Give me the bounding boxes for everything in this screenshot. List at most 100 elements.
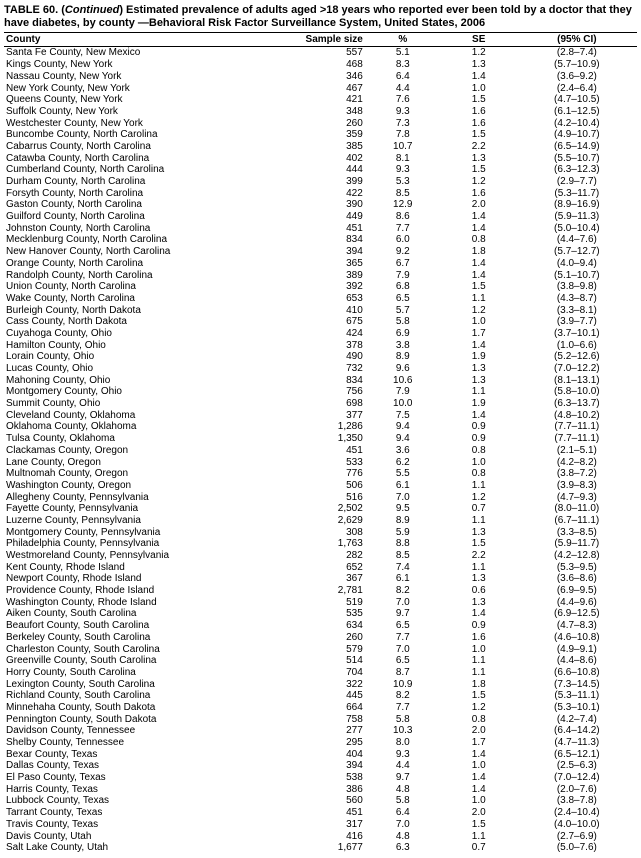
cell-county: Davidson County, Tennessee [4,725,276,737]
cell-sample-size: 514 [276,655,365,667]
table-row: Lane County, Oregon5336.21.0(4.2–8.2) [4,456,637,468]
table-row: Minnehaha County, South Dakota6647.71.2(… [4,702,637,714]
cell-ci: (4.4–9.6) [517,597,637,609]
cell-se: 1.4 [441,71,517,83]
cell-ci: (5.8–10.0) [517,386,637,398]
cell-ci: (4.6–10.8) [517,632,637,644]
cell-percent: 8.9 [365,351,441,363]
table-row: Horry County, South Carolina7048.71.1(6.… [4,667,637,679]
cell-sample-size: 2,502 [276,503,365,515]
cell-percent: 7.8 [365,129,441,141]
cell-ci: (2.4–10.4) [517,807,637,819]
cell-sample-size: 260 [276,118,365,130]
table-row: Mecklenburg County, North Carolina8346.0… [4,234,637,246]
cell-percent: 7.0 [365,492,441,504]
cell-ci: (4.0–10.0) [517,819,637,831]
cell-sample-size: 322 [276,679,365,691]
cell-ci: (8.1–13.1) [517,375,637,387]
cell-percent: 6.2 [365,456,441,468]
cell-percent: 7.6 [365,94,441,106]
cell-ci: (3.8–9.8) [517,281,637,293]
cell-county: Minnehaha County, South Dakota [4,702,276,714]
cell-se: 1.4 [441,772,517,784]
cell-se: 0.9 [441,421,517,433]
cell-se: 1.1 [441,386,517,398]
cell-county: Montgomery County, Pennsylvania [4,527,276,539]
cell-se: 1.4 [441,211,517,223]
cell-ci: (5.5–10.7) [517,153,637,165]
cell-percent: 9.4 [365,433,441,445]
cell-sample-size: 834 [276,375,365,387]
cell-sample-size: 451 [276,223,365,235]
cell-percent: 6.7 [365,258,441,270]
cell-county: Beaufort County, South Carolina [4,620,276,632]
cell-se: 1.2 [441,702,517,714]
cell-percent: 7.7 [365,223,441,235]
cell-county: Washington County, Oregon [4,480,276,492]
cell-ci: (6.4–14.2) [517,725,637,737]
cell-sample-size: 346 [276,71,365,83]
cell-sample-size: 467 [276,82,365,94]
cell-percent: 5.7 [365,305,441,317]
cell-percent: 6.4 [365,807,441,819]
table-row: Johnston County, North Carolina4517.71.4… [4,223,637,235]
cell-sample-size: 422 [276,188,365,200]
table-row: Greenville County, South Carolina5146.51… [4,655,637,667]
cell-percent: 3.6 [365,445,441,457]
table-row: Santa Fe County, New Mexico5575.11.2(2.8… [4,47,637,59]
cell-se: 1.9 [441,351,517,363]
cell-percent: 4.8 [365,830,441,842]
cell-se: 1.8 [441,679,517,691]
table-row: Catawba County, North Carolina4028.11.3(… [4,153,637,165]
cell-county: Cass County, North Dakota [4,316,276,328]
cell-se: 1.0 [441,760,517,772]
cell-percent: 8.6 [365,211,441,223]
cell-county: Harris County, Texas [4,784,276,796]
cell-percent: 8.7 [365,667,441,679]
cell-ci: (5.9–11.7) [517,538,637,550]
cell-county: Greenville County, South Carolina [4,655,276,667]
cell-se: 1.5 [441,819,517,831]
table-row: Cass County, North Dakota6755.81.0(3.9–7… [4,316,637,328]
cell-percent: 9.2 [365,246,441,258]
caption-part1: TABLE 60. ( [4,4,65,16]
cell-se: 1.2 [441,176,517,188]
cell-sample-size: 421 [276,94,365,106]
cell-se: 1.7 [441,328,517,340]
cell-se: 1.3 [441,597,517,609]
cell-se: 2.2 [441,550,517,562]
cell-ci: (4.4–8.6) [517,655,637,667]
cell-se: 0.7 [441,503,517,515]
cell-ci: (3.8–7.8) [517,795,637,807]
cell-se: 1.2 [441,305,517,317]
cell-county: Mecklenburg County, North Carolina [4,234,276,246]
cell-sample-size: 756 [276,386,365,398]
cell-se: 1.1 [441,293,517,305]
table-row: Allegheny County, Pennsylvania5167.01.2(… [4,492,637,504]
cell-se: 1.1 [441,562,517,574]
cell-county: Montgomery County, Ohio [4,386,276,398]
cell-county: Durham County, North Carolina [4,176,276,188]
cell-percent: 9.6 [365,363,441,375]
cell-se: 2.2 [441,141,517,153]
table-row: Buncombe County, North Carolina3597.81.5… [4,129,637,141]
cell-percent: 4.4 [365,82,441,94]
cell-ci: (6.3–12.3) [517,164,637,176]
cell-county: Kings County, New York [4,59,276,71]
cell-ci: (6.3–13.7) [517,398,637,410]
cell-county: Orange County, North Carolina [4,258,276,270]
cell-sample-size: 2,781 [276,585,365,597]
cell-ci: (4.7–9.3) [517,492,637,504]
cell-ci: (5.2–12.6) [517,351,637,363]
cell-se: 1.5 [441,538,517,550]
cell-sample-size: 394 [276,760,365,772]
table-row: Lorain County, Ohio4908.91.9(5.2–12.6) [4,351,637,363]
cell-percent: 7.3 [365,118,441,130]
table-row: Davis County, Utah4164.81.1(2.7–6.9) [4,830,637,842]
cell-sample-size: 535 [276,608,365,620]
table-row: New Hanover County, North Carolina3949.2… [4,246,637,258]
cell-se: 1.0 [441,82,517,94]
table-row: Fayette County, Pennsylvania2,5029.50.7(… [4,503,637,515]
cell-ci: (5.0–7.6) [517,842,637,854]
cell-ci: (4.8–10.2) [517,410,637,422]
